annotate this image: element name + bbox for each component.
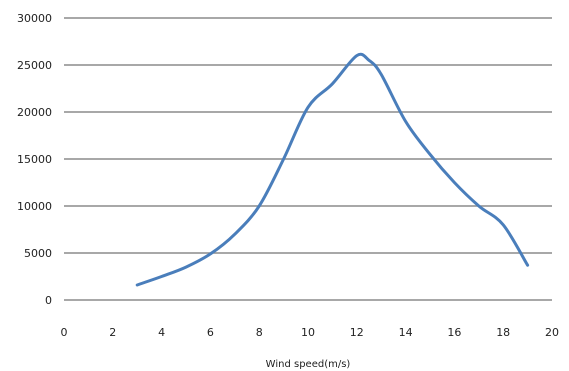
- x-tick-label: 6: [207, 326, 214, 339]
- y-tick-label: 30000: [17, 12, 52, 25]
- x-tick-label: 12: [350, 326, 364, 339]
- x-tick-label: 10: [301, 326, 315, 339]
- x-tick-label: 2: [109, 326, 116, 339]
- x-tick-label: 0: [61, 326, 68, 339]
- x-tick-label: 8: [256, 326, 263, 339]
- x-tick-label: 20: [545, 326, 559, 339]
- x-tick-label: 14: [399, 326, 413, 339]
- grid-lines: [64, 17, 552, 301]
- y-tick-label: 20000: [17, 106, 52, 119]
- y-tick-label: 10000: [17, 200, 52, 213]
- series-line: [135, 52, 530, 287]
- y-tick-label: 25000: [17, 59, 52, 72]
- x-axis-title: Wind speed(m/s): [266, 359, 351, 370]
- y-tick-label: 0: [45, 294, 52, 307]
- y-tick-label: 15000: [17, 153, 52, 166]
- y-tick-label: 5000: [24, 247, 52, 260]
- x-axis-ticks: 0 2 4 6 8 10 12 14 16 18 20: [61, 326, 560, 339]
- x-tick-label: 16: [447, 326, 461, 339]
- x-tick-label: 18: [496, 326, 510, 339]
- x-tick-label: 4: [158, 326, 165, 339]
- y-axis-ticks: 0 5000 10000 15000 20000 25000 30000: [17, 12, 52, 307]
